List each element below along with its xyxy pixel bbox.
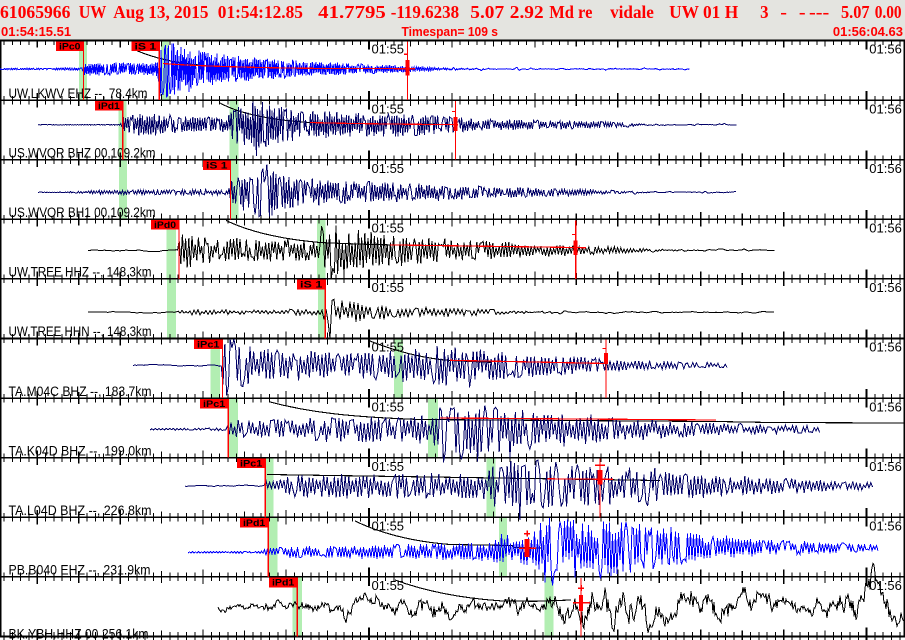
svg-text:-: - (799, 2, 806, 22)
svg-text:01:56: 01:56 (869, 280, 902, 295)
svg-text:01:56: 01:56 (869, 399, 902, 414)
svg-text:iPd1: iPd1 (243, 518, 266, 529)
svg-text:iPc1: iPc1 (203, 399, 226, 410)
svg-text:01:55: 01:55 (372, 280, 405, 295)
svg-text:iPc1: iPc1 (240, 459, 263, 470)
svg-text:UW: UW (79, 2, 107, 22)
svg-text:01:56: 01:56 (869, 161, 902, 176)
svg-text:US.WVQR BH1 00,109.2km: US.WVQR BH1 00,109.2km (9, 205, 156, 220)
svg-text:iPc1: iPc1 (197, 339, 220, 350)
svg-text:PB.B040 EHZ --, 231.9km: PB.B040 EHZ --, 231.9km (9, 563, 151, 578)
svg-text:iS 1: iS 1 (300, 280, 323, 291)
svg-text:01:55: 01:55 (372, 161, 405, 176)
svg-text:TA.M04C BHZ --, 183.7km: TA.M04C BHZ --, 183.7km (9, 384, 152, 399)
svg-text:41.7795: 41.7795 (318, 2, 386, 22)
svg-text:vidale: vidale (610, 2, 654, 22)
svg-text:01:54:12.85: 01:54:12.85 (218, 2, 303, 22)
svg-text:01:55: 01:55 (372, 221, 405, 236)
svg-text:01:56: 01:56 (869, 221, 902, 236)
svg-text:0.00: 0.00 (875, 2, 902, 22)
svg-text:-: - (780, 2, 787, 22)
svg-text:3: 3 (760, 2, 769, 22)
svg-text:01:55: 01:55 (372, 578, 405, 593)
svg-text:TA.L04D BHZ --, 226.8km: TA.L04D BHZ --, 226.8km (9, 503, 152, 518)
svg-text:TA.K04D BHZ --, 199.0km: TA.K04D BHZ --, 199.0km (9, 443, 152, 458)
svg-text:01:55: 01:55 (372, 42, 405, 57)
svg-text:US.WVQR BHZ 00,109.2km: US.WVQR BHZ 00,109.2km (9, 145, 156, 160)
svg-text:BK.YBH.HHZ 00 256.1km: BK.YBH.HHZ 00 256.1km (9, 627, 149, 640)
svg-text:---: --- (809, 2, 829, 22)
svg-text:01:56:04.63: 01:56:04.63 (833, 24, 903, 39)
svg-text:61065966: 61065966 (0, 2, 71, 22)
svg-text:UW.TREE HHN --, 148.3km: UW.TREE HHN --, 148.3km (9, 324, 152, 339)
svg-text:iS 1: iS 1 (135, 41, 158, 52)
svg-text:iPd1: iPd1 (272, 578, 295, 589)
svg-text:UW.LKWV EHZ --, 78.4km: UW.LKWV EHZ --, 78.4km (9, 86, 148, 101)
svg-text:01:55: 01:55 (372, 101, 405, 116)
svg-text:01:56: 01:56 (869, 459, 902, 474)
svg-text:01:56: 01:56 (869, 101, 902, 116)
svg-text:5.07: 5.07 (841, 2, 870, 22)
svg-text:01:55: 01:55 (372, 519, 405, 534)
svg-text:iS 1: iS 1 (206, 161, 228, 172)
svg-text:01:56: 01:56 (869, 578, 902, 593)
svg-text:Timespan= 109 s: Timespan= 109 s (402, 24, 499, 39)
svg-text:iPc0: iPc0 (59, 41, 81, 52)
svg-text:iPd0: iPd0 (154, 220, 176, 231)
svg-text:Aug 13, 2015: Aug 13, 2015 (113, 2, 208, 22)
svg-text:01:54:15.51: 01:54:15.51 (1, 24, 71, 39)
svg-text:iPd1: iPd1 (98, 101, 121, 112)
svg-text:5.07: 5.07 (470, 2, 504, 22)
svg-text:01:55: 01:55 (372, 459, 405, 474)
svg-text:01:56: 01:56 (869, 519, 902, 534)
svg-text:UW.TREE HHZ --, 148.3km: UW.TREE HHZ --, 148.3km (9, 265, 152, 280)
svg-text:01:56: 01:56 (869, 340, 902, 355)
svg-text:UW 01 H: UW 01 H (669, 2, 738, 22)
svg-text:2.92: 2.92 (510, 2, 544, 22)
svg-text:01:55: 01:55 (372, 399, 405, 414)
svg-text:Md re: Md re (549, 2, 592, 22)
svg-text:01:56: 01:56 (869, 42, 902, 57)
svg-text:-119.6238: -119.6238 (391, 2, 460, 22)
